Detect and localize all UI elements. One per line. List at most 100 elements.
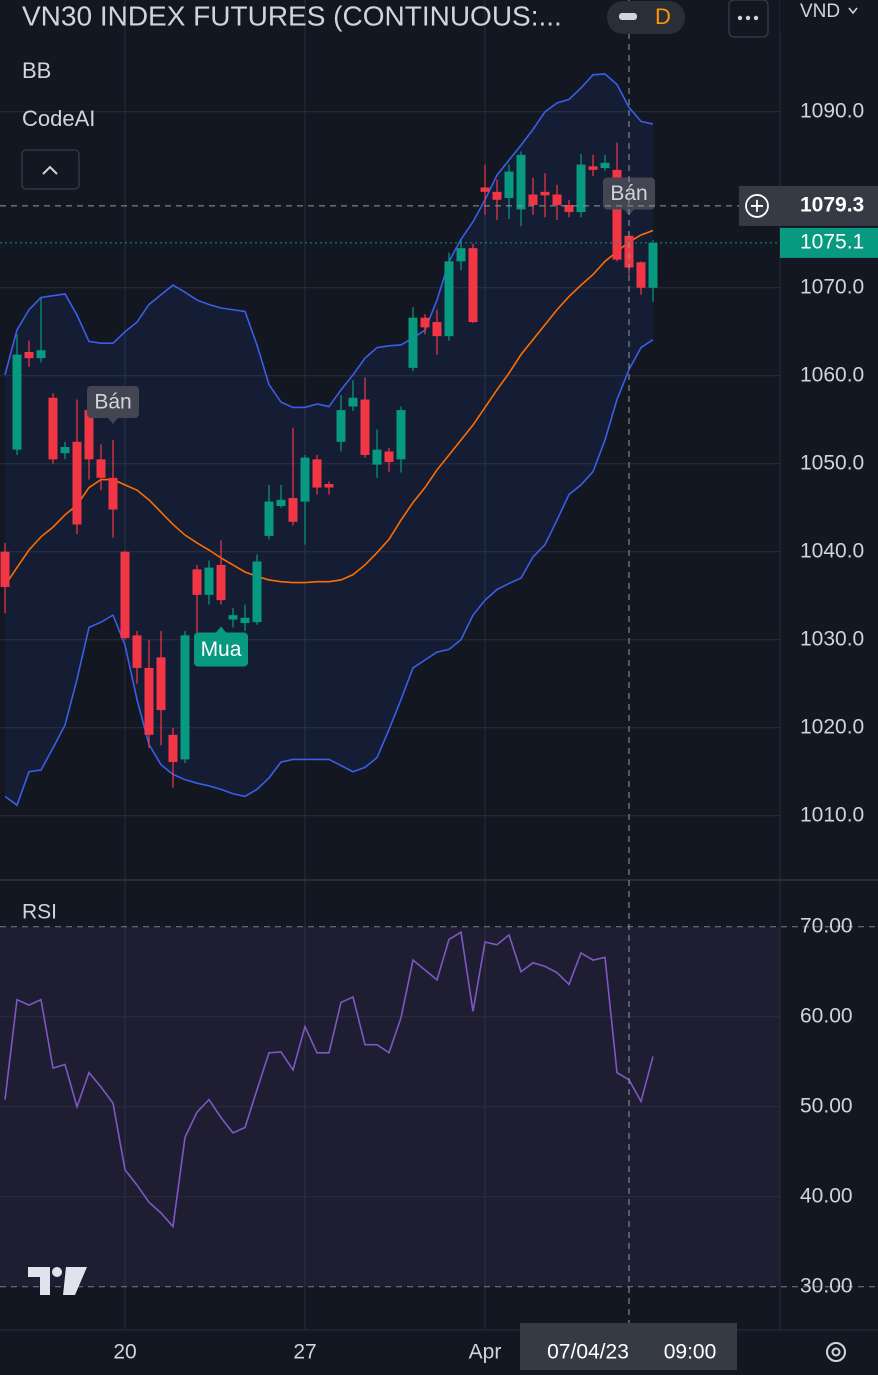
y-tick-label: 70.00 [800, 914, 853, 937]
candle-body [540, 191, 550, 196]
caret-icon [42, 165, 58, 175]
y-tick-label: 1040.0 [800, 539, 864, 562]
currency-label[interactable]: VND [800, 1, 840, 22]
candle-body [24, 352, 34, 359]
settings-icon[interactable] [826, 1342, 846, 1362]
candle-body [636, 262, 646, 288]
candle-body [624, 235, 634, 268]
candle-body [108, 477, 118, 510]
candle-body [180, 635, 190, 760]
currency-bg [780, 0, 878, 30]
more-button[interactable] [728, 0, 769, 38]
y-tick-label: 1010.0 [800, 803, 864, 826]
candle-body [276, 499, 286, 506]
candle-body [12, 354, 22, 450]
candle-body [576, 164, 586, 213]
candle-body [168, 734, 178, 763]
signal-label: Bán [603, 177, 655, 216]
interval-label[interactable]: D [655, 4, 671, 29]
candle-body [528, 194, 538, 206]
candle-body [72, 441, 82, 525]
candle-body [432, 322, 442, 337]
candle-body [324, 484, 334, 488]
collapse-button[interactable] [21, 149, 80, 190]
candle-body [264, 501, 274, 536]
y-tick-label: 1030.0 [800, 627, 864, 650]
candle-body [96, 459, 106, 478]
candle-body [600, 162, 610, 169]
plot-layer [0, 0, 878, 1330]
gear[interactable] [826, 1342, 846, 1362]
crosshair-time: 09:00 [664, 1341, 717, 1364]
bb-line [4, 339, 654, 807]
dot [753, 15, 759, 21]
signal-pointer [108, 418, 118, 424]
y-tick-label: 1050.0 [800, 451, 864, 474]
candle-body [564, 205, 574, 213]
y-tick-label: 30.00 [800, 1274, 853, 1297]
minus-icon [619, 13, 637, 20]
plus-sign[interactable] [751, 199, 763, 212]
y-tick-label: 1090.0 [800, 99, 864, 122]
signal-label: Mua [194, 626, 248, 667]
rsi-line [4, 930, 654, 1229]
symbol-title: VN30 INDEX FUTURES (CONTINUOUS:... [22, 0, 562, 31]
logo-part [63, 1267, 87, 1295]
plus-circle[interactable] [745, 194, 769, 218]
signal-box [194, 632, 248, 667]
candle-body [552, 194, 562, 206]
pane-title: RSI [22, 901, 57, 924]
candle-body [84, 410, 94, 460]
bb-line [4, 73, 654, 409]
interval-pill[interactable]: D [607, 1, 685, 34]
candle-body [240, 617, 250, 624]
y-tick-label: 50.00 [800, 1094, 853, 1117]
candle-body [216, 564, 226, 601]
signal-box [603, 177, 655, 210]
candle-body [192, 569, 202, 595]
candle-body [348, 397, 358, 407]
signal-text: Bán [94, 391, 131, 414]
button-frame[interactable] [21, 149, 80, 190]
candle-body [648, 242, 658, 288]
candle-body [36, 350, 46, 359]
candle-body [588, 166, 598, 170]
candle-body [468, 248, 478, 323]
candle-body [408, 317, 418, 368]
signal-pointer [216, 626, 226, 633]
crosshair-price-label: 1079.3 [800, 193, 864, 216]
candle-body [480, 187, 490, 192]
candle-body [612, 169, 622, 260]
candle-body [300, 457, 310, 502]
candle-body [60, 447, 70, 454]
crosshair-date-box [520, 1323, 737, 1370]
signal-box [87, 386, 139, 418]
currency-caret[interactable] [848, 7, 858, 15]
dot [745, 15, 751, 21]
candle-body [132, 635, 142, 668]
candle-body [228, 615, 238, 620]
pill-frame[interactable] [607, 1, 685, 34]
indicator-label: CodeAI [22, 106, 95, 131]
candle-body [420, 317, 430, 328]
candle-body [144, 667, 154, 735]
candle-body [288, 498, 298, 522]
candle-body [120, 551, 130, 638]
y-tick-label: 60.00 [800, 1004, 853, 1027]
x-tick-label: 20 [113, 1341, 136, 1364]
logo-part [28, 1267, 50, 1295]
candle-body [384, 451, 394, 462]
gear-hub [831, 1347, 841, 1357]
crosshair-date: 07/04/23 [547, 1341, 629, 1364]
x-tick-label: Apr [469, 1341, 502, 1364]
candle-body [312, 459, 322, 488]
band-fill [5, 73, 653, 806]
x-tick-label: 27 [293, 1341, 316, 1364]
candle-body [48, 397, 58, 460]
candle-body [336, 410, 346, 442]
candle-body [252, 561, 262, 623]
candle-body [492, 191, 502, 200]
add-alert-button[interactable] [739, 185, 780, 226]
